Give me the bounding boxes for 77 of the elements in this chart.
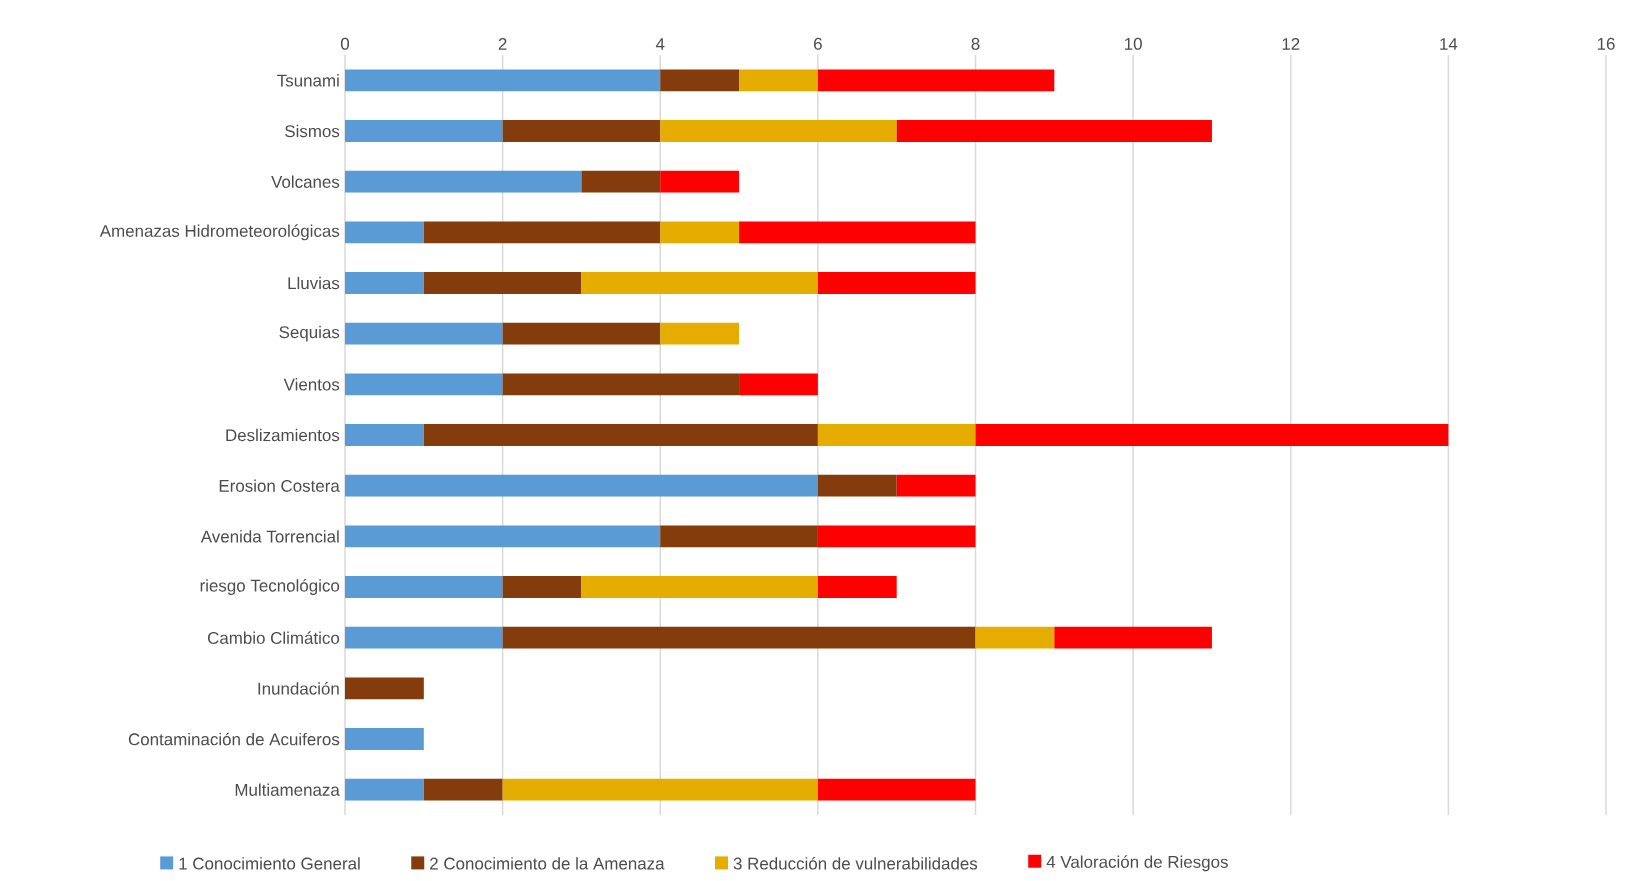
bar: [502, 778, 818, 801]
legend-label: 1 Conocimiento General: [179, 857, 360, 870]
bar: [502, 576, 582, 598]
bar: [345, 576, 503, 598]
y-tick-label: riesgo Tecnológico: [200, 579, 340, 595]
bar: [345, 322, 503, 345]
y-tick-label: Avenida Torrencial: [200, 530, 339, 543]
bar: [817, 778, 976, 801]
x-tick-label: 12: [1282, 37, 1300, 50]
y-tick-label: Tsunami: [277, 74, 339, 87]
bar: [423, 221, 661, 244]
bar: [345, 373, 503, 396]
bar: [423, 272, 582, 294]
bar: [345, 677, 424, 700]
y-tick-label: Multiamenaza: [235, 783, 340, 796]
bar: [975, 626, 1055, 649]
bar: [345, 728, 424, 750]
y-tick-label: Vientos: [283, 378, 340, 391]
y-tick-label: Inundación: [258, 682, 339, 695]
y-tick-label: Lluvias: [288, 276, 340, 290]
bar: [660, 525, 818, 548]
bar: [739, 221, 976, 244]
bar: [345, 120, 503, 142]
bar: [817, 474, 897, 497]
bar: [423, 424, 818, 446]
y-tick-label: Sismos: [285, 124, 340, 138]
bar: [739, 69, 818, 92]
bar: [345, 69, 661, 92]
y-tick-label: Amenazas Hidrometeorológicas: [99, 224, 340, 241]
bar: [817, 576, 897, 598]
bar: [423, 778, 503, 801]
y-tick-label: Cambio Climático: [207, 631, 340, 644]
bar: [660, 120, 897, 142]
bar: [660, 221, 740, 244]
y-tick-label: Sequias: [279, 325, 340, 342]
y-tick-label: Deslizamientos: [226, 428, 340, 442]
legend-label: 4 Valoración de Riesgos: [1046, 855, 1228, 872]
x-tick-label: 10: [1125, 37, 1142, 50]
x-tick-label: 16: [1597, 37, 1615, 50]
y-tick-label: Volcanes: [271, 175, 340, 188]
bar: [345, 474, 818, 497]
bar: [660, 170, 740, 193]
x-tick-label: 14: [1440, 38, 1458, 50]
bar: [1054, 626, 1212, 649]
bar: [345, 221, 424, 244]
bar: [502, 373, 740, 396]
bar: [502, 322, 661, 345]
bar: [581, 170, 661, 193]
bar: [817, 525, 976, 548]
bar: [975, 424, 1449, 446]
bar: [581, 576, 818, 598]
bar: [345, 626, 503, 649]
bar: [345, 170, 582, 193]
bar: [345, 424, 424, 446]
bar: [345, 778, 424, 801]
bar: [817, 69, 1055, 92]
legend-label: 3 Reducción de vulnerabilidades: [733, 856, 978, 870]
bar: [502, 626, 976, 649]
bar: [345, 272, 424, 294]
y-tick-label: Erosion Costera: [219, 479, 340, 492]
bar: [817, 424, 976, 446]
x-tick-label: 8: [971, 37, 980, 50]
x-tick-label: 0: [340, 37, 350, 50]
bar: [896, 474, 976, 497]
bar: [817, 272, 976, 294]
bar: [502, 120, 661, 142]
bar: [581, 272, 818, 294]
bar: [739, 373, 818, 396]
y-tick-label: Contaminación de Acuiferos: [128, 732, 340, 746]
bar: [660, 322, 740, 345]
bar: [660, 69, 740, 92]
bar: [345, 525, 661, 548]
x-tick-label: 4: [655, 38, 665, 50]
x-tick-label: 2: [498, 37, 507, 50]
bar: [896, 120, 1212, 142]
legend-label: 2 Conocimiento de la Amenaza: [430, 857, 665, 870]
x-tick-label: 6: [814, 37, 822, 50]
